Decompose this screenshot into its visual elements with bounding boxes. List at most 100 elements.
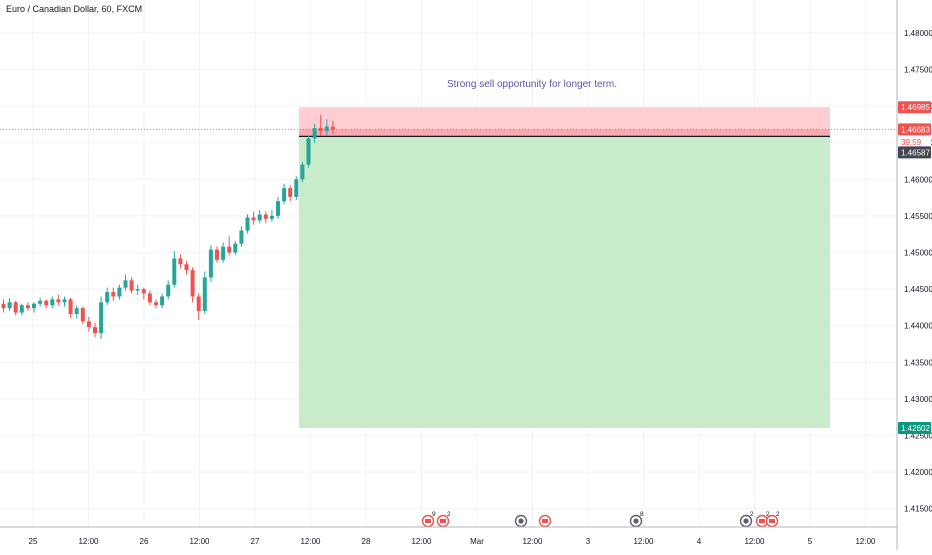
- x-tick-label: 12:00: [855, 537, 876, 546]
- candle-body: [221, 246, 226, 260]
- current-price-label[interactable]: 1.46683: [901, 125, 930, 134]
- stop-price-label-bg: [898, 101, 931, 114]
- entry-price-label-bg: [898, 146, 931, 159]
- y-tick-label: 1.44000: [904, 322, 932, 331]
- y-tick-label: 1.43000: [904, 395, 932, 404]
- y-tick-label: 1.47500: [904, 66, 932, 75]
- candle-body: [7, 302, 12, 309]
- event-count: 2: [766, 511, 770, 518]
- candle-body: [38, 300, 43, 304]
- event-count: 2: [750, 511, 754, 518]
- candle-body: [105, 292, 110, 303]
- target-price-label-bg: [898, 422, 931, 435]
- candle-body: [99, 302, 104, 334]
- candle-body: [190, 270, 195, 297]
- candle-body: [141, 289, 146, 294]
- bar-countdown-label[interactable]: 39:59: [901, 138, 922, 147]
- candle-body: [86, 321, 91, 328]
- event-count: 2: [776, 511, 780, 518]
- symbol-title: Euro / Canadian Dollar, 60, FXCM: [6, 4, 143, 14]
- earnings-icon-center: [743, 518, 749, 524]
- candle-body: [202, 277, 207, 312]
- x-tick-label: 27: [251, 537, 260, 546]
- candle-body: [154, 302, 158, 306]
- x-tick-label: 12:00: [78, 537, 99, 546]
- candle-body: [93, 327, 97, 334]
- x-tick-label: 4: [697, 537, 702, 546]
- x-tick-label: 12:00: [522, 537, 543, 546]
- candle-body: [117, 287, 122, 297]
- candle-body: [330, 126, 335, 130]
- x-tick-label: 5: [808, 537, 813, 546]
- x-tick-label: 12:00: [633, 537, 654, 546]
- candle-body: [56, 299, 61, 303]
- candle-body: [19, 305, 24, 313]
- candle-body: [172, 258, 177, 285]
- earnings-icon-center: [633, 518, 639, 524]
- y-tick-label: 1.48000: [904, 29, 932, 38]
- event-count: 2: [447, 511, 451, 518]
- y-tick-label: 1.44500: [904, 285, 932, 294]
- target-price-label[interactable]: 1.42602: [901, 424, 930, 433]
- candle-body: [44, 300, 49, 306]
- x-tick-label: 25: [29, 537, 38, 546]
- candle-body: [245, 217, 250, 231]
- candle-body: [300, 164, 305, 180]
- candle-body: [123, 280, 128, 288]
- candle-body: [50, 299, 55, 306]
- candle-body: [196, 296, 201, 312]
- stop-price-label[interactable]: 1.46985: [901, 103, 930, 112]
- x-tick-label: 12:00: [300, 537, 321, 546]
- x-tick-label: 12:00: [189, 537, 210, 546]
- candle-body: [147, 293, 152, 303]
- x-tick-label: 12:00: [411, 537, 432, 546]
- candle-body: [208, 249, 213, 278]
- x-tick-label: Mar: [470, 537, 484, 546]
- candle-body: [288, 188, 293, 197]
- candle-body: [32, 303, 36, 309]
- candle-body: [74, 308, 79, 315]
- event-count: 9: [432, 511, 436, 518]
- x-tick-label: 26: [140, 537, 149, 546]
- candle-body: [239, 230, 244, 244]
- y-tick-label: 1.45000: [904, 249, 932, 258]
- flag-icon-body: [759, 519, 765, 523]
- current-price-label-bg: [898, 123, 931, 136]
- bar-countdown-label-bg: [898, 135, 931, 148]
- open-loss-zone: [299, 129, 830, 137]
- flag-icon-body: [425, 519, 431, 523]
- candle-body: [282, 188, 287, 202]
- candle-body: [13, 302, 18, 313]
- y-tick-label: 1.43500: [904, 358, 932, 367]
- candle-body: [233, 243, 238, 253]
- candle-body: [227, 246, 232, 253]
- candle-body: [324, 126, 329, 132]
- candle-body: [312, 128, 317, 139]
- candle-body: [276, 201, 280, 216]
- candle-body: [62, 299, 67, 303]
- candle-body: [269, 215, 274, 219]
- y-tick-label: 1.42500: [904, 432, 932, 441]
- candle-body: [1, 303, 6, 309]
- candle-body: [184, 264, 189, 271]
- y-tick-label: 1.46000: [904, 175, 932, 184]
- y-tick-label: 1.42000: [904, 468, 932, 477]
- y-tick-label: 1.41500: [904, 505, 932, 514]
- flag-icon-body: [440, 519, 446, 523]
- candle-body: [160, 296, 165, 306]
- candle-body: [135, 289, 140, 291]
- take-profit-zone[interactable]: [299, 136, 830, 429]
- entry-price-label[interactable]: 1.46587: [901, 148, 930, 157]
- flag-icon-body: [542, 519, 548, 523]
- candle-body: [215, 249, 219, 260]
- candle-body: [294, 179, 299, 197]
- y-tick-label: 1.45500: [904, 212, 932, 221]
- x-tick-label: 28: [362, 537, 371, 546]
- candle-body: [178, 258, 183, 265]
- chart-annotation[interactable]: Strong sell opportunity for longer term.: [447, 79, 617, 90]
- x-tick-label: 12:00: [744, 537, 765, 546]
- candle-body: [263, 214, 268, 219]
- candle-body: [251, 217, 256, 221]
